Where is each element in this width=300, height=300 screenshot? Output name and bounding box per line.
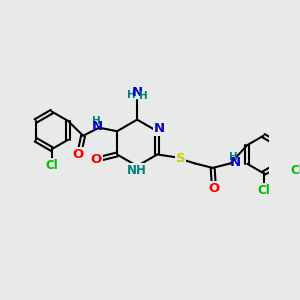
Text: N: N — [154, 122, 165, 135]
Text: O: O — [72, 148, 83, 161]
Text: N: N — [230, 156, 241, 169]
Text: H: H — [92, 116, 101, 126]
Text: O: O — [91, 153, 102, 166]
Text: Cl: Cl — [257, 184, 270, 197]
Text: O: O — [208, 182, 219, 195]
Text: H: H — [127, 90, 135, 100]
Text: Cl: Cl — [290, 164, 300, 177]
Text: Cl: Cl — [46, 159, 58, 172]
Text: H: H — [139, 92, 148, 101]
Text: N: N — [132, 86, 143, 99]
Text: S: S — [176, 152, 185, 164]
Text: N: N — [92, 120, 103, 133]
Text: H: H — [229, 152, 238, 162]
Text: NH: NH — [127, 164, 147, 177]
